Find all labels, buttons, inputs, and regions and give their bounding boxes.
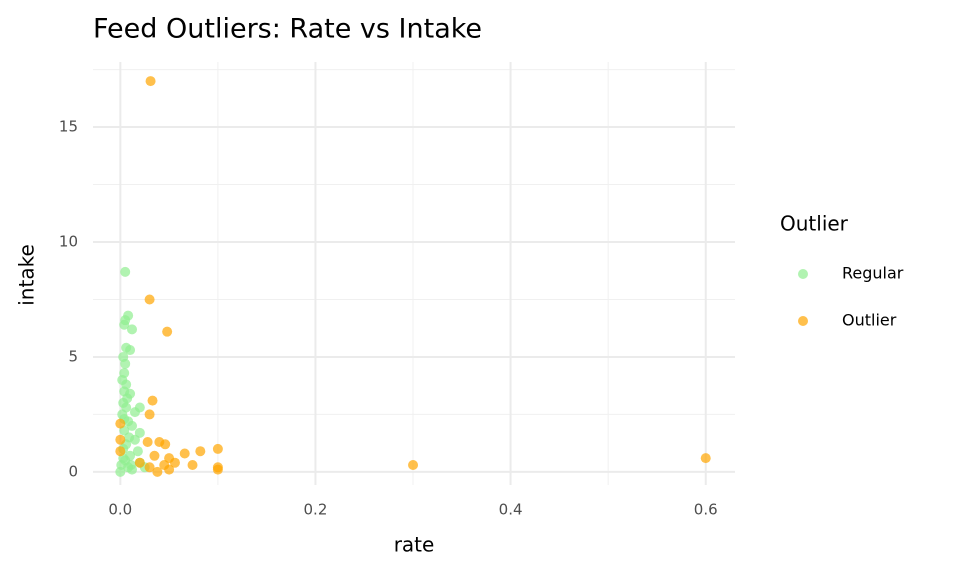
point [134,402,145,413]
point [125,345,136,356]
point [144,409,155,420]
point [187,459,198,470]
point [408,459,419,470]
x-tick-label: 0.2 [304,501,328,519]
point [144,462,155,473]
y-tick-label: 10 [59,233,78,251]
point [119,319,130,330]
chart-title: Feed Outliers: Rate vs Intake [93,14,482,45]
point [149,450,160,461]
x-tick-label: 0.0 [108,501,132,519]
point [115,446,126,457]
point [120,358,131,369]
point [145,76,156,87]
point [115,466,126,477]
point [147,395,158,406]
legend-swatch [798,269,808,279]
x-axis-title: rate [394,533,435,557]
point [134,457,145,468]
point [162,326,173,337]
point [212,464,223,475]
legend: Regular Outlier [798,264,904,330]
y-tick-label: 15 [59,118,78,136]
point [127,324,138,335]
point [126,459,137,470]
point [124,432,135,443]
y-axis-title: intake [15,244,39,306]
point [700,453,711,464]
point [115,434,126,445]
point [122,393,133,404]
point [212,443,223,454]
legend-label: Regular [842,264,904,283]
point [144,294,155,305]
point [127,420,138,431]
point [159,459,170,470]
point [120,266,131,277]
y-tick-label: 0 [68,462,78,480]
point [160,439,171,450]
point [179,448,190,459]
legend-title: Outlier [780,212,849,236]
legend-label: Outlier [842,311,897,330]
y-tick-label: 5 [68,347,78,365]
point [132,446,143,457]
point [152,466,163,477]
legend-swatch [798,316,808,326]
point [115,418,126,429]
point [169,457,180,468]
points [115,76,711,477]
x-tick-label: 0.6 [694,501,718,519]
x-tick-label: 0.4 [499,501,523,519]
point [117,374,128,385]
grid [93,62,735,485]
point [142,437,153,448]
point [195,446,206,457]
